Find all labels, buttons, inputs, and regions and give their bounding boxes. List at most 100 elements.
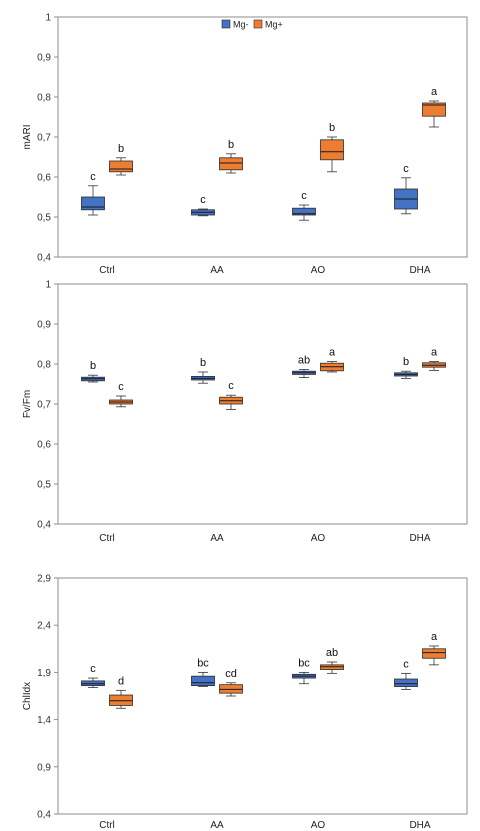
box [219,157,243,171]
category-label: AO [311,265,326,276]
significance-label: a [431,86,438,98]
y-tick-label: 0,6 [37,173,51,184]
category-label: AO [311,820,326,831]
category-label: AA [210,820,224,831]
plot-frame [57,577,468,815]
significance-label: ab [298,355,310,367]
box-plot-mg-aa: c [219,380,243,411]
category-label: AA [210,265,224,276]
legend-swatch-mg-minus [221,19,231,29]
y-axis-label: mARI [22,125,33,150]
legend-label-mg-minus: Mg- [233,20,249,30]
box-plot-mg-ao: bc [292,657,316,685]
box [320,139,344,161]
significance-label: b [90,360,96,372]
significance-label: d [118,675,124,687]
significance-label: c [90,171,96,183]
y-tick-label: 1,4 [37,715,51,726]
box-plot-mg-dha: b [394,356,418,379]
legend-swatch-mg-plus [253,19,263,29]
y-tick-label: 0,4 [37,253,51,264]
y-tick-label: 0,5 [37,480,51,491]
plot-frame [57,16,468,258]
y-tick-label: 1 [45,280,51,291]
box [191,675,215,687]
box [422,102,446,117]
box [394,678,418,687]
legend-label-mg-plus: Mg+ [265,20,283,30]
box-plot-mg-ao: b [320,122,344,173]
box-plot-mg-aa: cd [219,668,243,697]
significance-label: c [228,380,234,392]
significance-label: a [431,347,438,359]
box-plot-mg-ctrl: c [109,381,133,408]
significance-label: bc [197,657,209,669]
significance-label: c [90,663,96,675]
box-plot-mg-ctrl: b [109,143,133,176]
y-tick-label: 0,5 [37,213,51,224]
y-tick-label: 2,4 [37,621,51,632]
box-plot-mg-ctrl: c [81,663,105,688]
box [422,648,446,659]
y-tick-label: 0,7 [37,400,51,411]
significance-label: a [431,631,438,643]
box-plot-mg-ao: c [292,190,316,221]
significance-label: c [118,381,124,393]
chart-panel-1: 0,4 0,5 0,6 0,7 0,8 0,9 1 mARI Ctrl AA AO DHA c c c c b b… [22,13,468,276]
y-tick-label: 0,9 [37,762,51,773]
chart-panel-2: 0,4 0,5 0,6 0,7 0,8 0,9 1 Fv/Fm Ctrl AA AO DHA b b ab b… [22,280,468,544]
category-label: Ctrl [99,820,115,831]
y-tick-label: 0,8 [37,360,51,371]
box [81,196,105,211]
y-tick-label: 0,4 [37,810,51,821]
chart-panel-3: 0,4 0,9 1,4 1,9 2,4 2,9 ChlIdx Ctrl AA AO DHA c bc bc… [22,574,468,831]
y-axis-label: Fv/Fm [22,390,33,418]
box-plot-mg-aa: b [191,357,215,384]
box-plot-mg-dha: a [422,86,446,128]
significance-label: ab [326,647,338,659]
box-plot-mg-ctrl: c [81,171,105,216]
y-axis-label: ChlIdx [22,682,33,710]
box [292,207,316,216]
significance-label: b [403,356,409,368]
significance-label: b [329,122,335,134]
y-tick-label: 0,4 [37,520,51,531]
y-tick-label: 0,9 [37,320,51,331]
category-label: AO [311,533,326,544]
y-tick-label: 1,9 [37,668,51,679]
box-plot-mg-ctrl: b [81,360,105,383]
significance-label: b [200,357,206,369]
box-plot-mg-ao: ab [320,647,344,674]
significance-label: cd [225,668,237,680]
category-label: AA [210,533,224,544]
significance-label: b [228,139,234,151]
box-plot-mg-ao: ab [292,355,316,379]
category-label: Ctrl [99,265,115,276]
significance-label: bc [298,657,310,669]
box-plot-mg-ctrl: d [109,675,133,709]
box-plot-mg-dha: c [394,163,418,215]
y-tick-label: 0,7 [37,133,51,144]
y-tick-label: 0,6 [37,440,51,451]
box-plot-mg-dha: a [422,631,446,666]
category-label: Ctrl [99,533,115,544]
significance-label: c [403,658,409,670]
box-plot-mg-dha: c [394,658,418,690]
box-plot-mg-ao: a [320,347,344,373]
box-plot-mg-aa: b [219,139,243,174]
y-tick-label: 0,9 [37,53,51,64]
box-plot-mg-aa: c [191,194,215,217]
box [109,160,133,173]
significance-label: c [301,190,307,202]
significance-label: c [200,194,206,206]
category-label: DHA [409,265,430,276]
significance-label: c [403,163,409,175]
box-plot-mg-aa: bc [191,657,215,687]
y-tick-label: 0,8 [37,93,51,104]
y-tick-label: 2,9 [37,574,51,585]
category-label: DHA [409,820,430,831]
y-tick-label: 1 [45,13,51,24]
box-plot-mg-dha: a [422,347,446,371]
significance-label: a [329,347,336,359]
